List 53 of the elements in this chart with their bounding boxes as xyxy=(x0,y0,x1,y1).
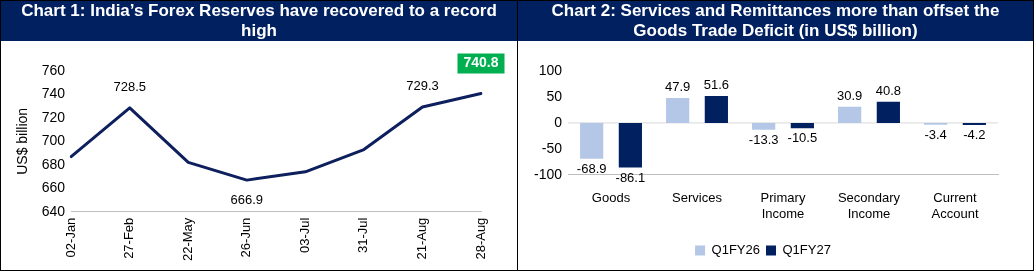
data-label: 30.9 xyxy=(837,87,863,103)
bar xyxy=(752,122,776,130)
y-tick-label: 760 xyxy=(41,61,66,78)
x-tick-label: 22-May xyxy=(179,217,195,262)
x-tick-label: Current Account xyxy=(931,190,979,221)
data-label: -13.3 xyxy=(748,131,779,147)
bar xyxy=(666,98,690,123)
data-label: 40.8 xyxy=(875,82,902,98)
x-tick-label: 27-Feb xyxy=(121,217,137,259)
x-tick-label: 21-Aug xyxy=(414,217,430,260)
y-tick-label: -100 xyxy=(533,165,563,182)
bar xyxy=(790,122,814,129)
y-tick-label: 660 xyxy=(41,179,66,196)
bar xyxy=(580,122,604,159)
x-tick-label: 28-Aug xyxy=(472,217,488,260)
bar xyxy=(618,122,642,168)
data-label: 666.9 xyxy=(230,192,264,208)
x-tick-label: Goods xyxy=(591,190,631,206)
data-label: -68.9 xyxy=(576,160,607,176)
data-label: -10.5 xyxy=(787,130,818,146)
bar xyxy=(876,101,900,123)
y-tick-label: 740 xyxy=(41,85,66,102)
data-label: -86.1 xyxy=(615,169,646,185)
y-tick-label: 700 xyxy=(41,132,66,149)
data-label: 51.6 xyxy=(703,77,730,93)
data-label: 728.5 xyxy=(113,79,146,94)
bar xyxy=(962,122,986,126)
bar xyxy=(704,96,728,123)
annotation: 740.8 xyxy=(463,54,499,71)
x-tick-label: Secondary Income xyxy=(837,190,901,221)
x-tick-label: 02-Jan xyxy=(62,217,78,258)
y-tick-label: 640 xyxy=(41,202,66,219)
y-tick-label: 100 xyxy=(538,61,563,78)
y-tick-label: 50 xyxy=(546,87,563,104)
x-tick-label: Primary Income xyxy=(760,190,806,221)
data-label: -4.2 xyxy=(963,127,986,143)
y-axis-title: US$ billion xyxy=(14,107,31,175)
y-tick-label: 0 xyxy=(554,113,563,130)
bar xyxy=(838,106,862,123)
x-tick-label: 31-Jul xyxy=(355,217,371,254)
chart-title: Chart 1: India’s Forex Reserves have recovered to a record high xyxy=(1,1,517,41)
data-label: -3.4 xyxy=(924,126,947,142)
x-tick-label: 03-Jul xyxy=(296,217,312,254)
chart-title: Chart 2: Services and Remittances more than offset the Goods Trade Deficit (in US$ billion) xyxy=(518,1,1033,41)
y-tick-label: 680 xyxy=(41,155,66,172)
legend-label: Q1FY26 xyxy=(711,242,761,258)
data-label: 47.9 xyxy=(665,79,691,95)
data-label: 729.3 xyxy=(406,78,439,94)
x-tick-label: Services xyxy=(672,190,723,206)
y-tick-label: 720 xyxy=(41,108,66,125)
x-tick-label: 26-Jun xyxy=(238,217,254,258)
y-tick-label: -50 xyxy=(541,139,563,156)
legend-label: Q1FY27 xyxy=(782,242,831,258)
